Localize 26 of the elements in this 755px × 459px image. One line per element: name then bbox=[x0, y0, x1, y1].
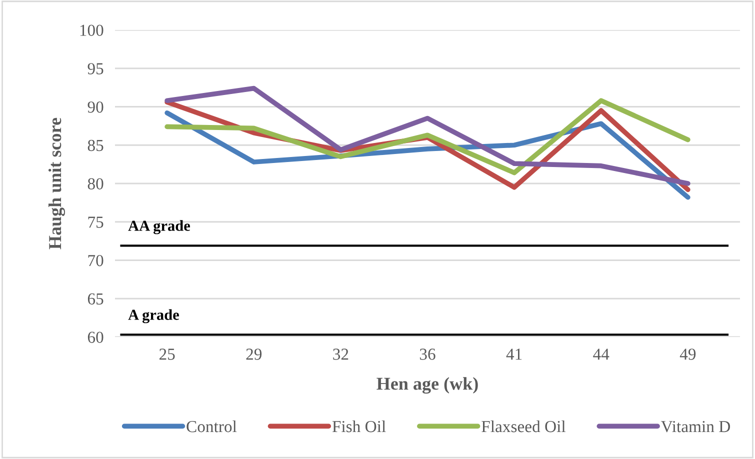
y-tick-label: 85 bbox=[88, 140, 104, 152]
x-tick-label: 36 bbox=[420, 348, 436, 360]
y-tick-label: 70 bbox=[88, 254, 104, 266]
x-tick-label: 41 bbox=[506, 348, 522, 360]
x-tick-label: 44 bbox=[593, 348, 610, 360]
x-tick-label: 49 bbox=[680, 348, 696, 360]
y-tick-label: 60 bbox=[88, 332, 104, 343]
y-tick-label: 100 bbox=[80, 24, 104, 36]
line-series bbox=[164, 98, 690, 176]
y-tick-label: 75 bbox=[88, 216, 104, 228]
y-tick-label: 95 bbox=[88, 63, 104, 74]
x-tick-label: 29 bbox=[246, 348, 262, 360]
ref-line-label: AA grade bbox=[128, 220, 190, 234]
line-series bbox=[164, 86, 690, 186]
x-tick-label: 25 bbox=[159, 348, 175, 360]
ref-line-label: A grade bbox=[128, 309, 179, 324]
legend-label: Flaxseed Oil bbox=[482, 420, 566, 432]
y-tick-label: 65 bbox=[88, 293, 104, 305]
legend-label: Control bbox=[186, 420, 237, 432]
x-tick-label: 32 bbox=[333, 348, 348, 360]
y-tick-label: 90 bbox=[88, 101, 104, 113]
legend-label: Fish Oil bbox=[332, 420, 386, 432]
x-axis-title: Hen age (wk) bbox=[376, 377, 478, 394]
y-axis-title: Haugh unit score bbox=[48, 118, 65, 250]
legend-label: Vitamin D bbox=[661, 421, 730, 432]
y-tick-label: 80 bbox=[88, 178, 104, 190]
